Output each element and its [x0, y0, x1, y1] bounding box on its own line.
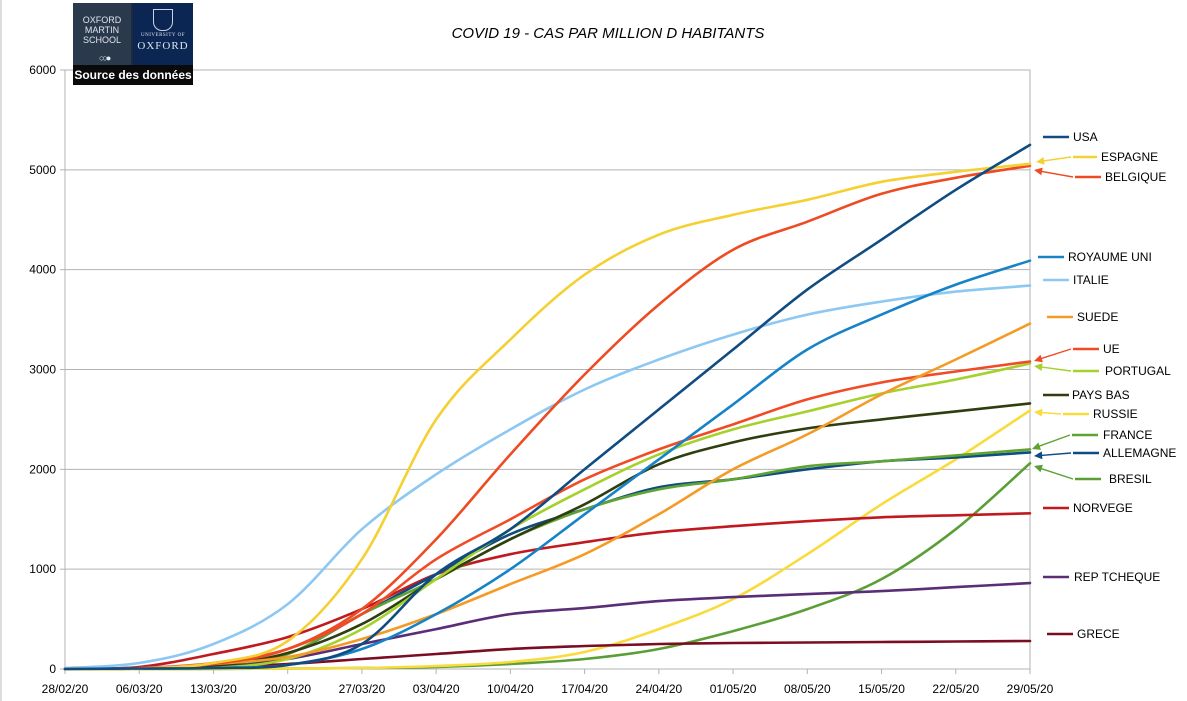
x-tick-label: 08/05/20 [784, 682, 831, 696]
series-line-espagne [63, 162, 1032, 671]
legend-label-bresil: BRESIL [1109, 472, 1152, 486]
legend-label-grece: GRECE [1077, 627, 1120, 641]
legend-arrow-line-ue [1037, 348, 1072, 361]
legend-arrow-line-belgique [1037, 170, 1074, 178]
legend-label-espagne: ESPAGNE [1101, 150, 1158, 164]
x-tick-label: 20/03/20 [264, 682, 311, 696]
legend-label-allemagne: ALLEMAGNE [1103, 446, 1176, 460]
x-tick-label: 13/03/20 [190, 682, 237, 696]
logo-univ-name: OXFORD [137, 40, 189, 52]
legend-arrow-head-russie [1034, 408, 1043, 417]
legend-label-portugal: PORTUGAL [1105, 364, 1171, 378]
x-tick-label: 06/03/20 [116, 682, 163, 696]
legend-label-france: FRANCE [1103, 428, 1152, 442]
x-tick-label: 27/03/20 [339, 682, 386, 696]
series-line-pays-bas [63, 402, 1032, 671]
legend-label-russie: RUSSIE [1093, 407, 1138, 421]
legend-arrow-line-espagne [1039, 156, 1072, 163]
legend-arrow-line-allemagne [1037, 452, 1072, 457]
logo-org-line1: OXFORD [82, 15, 122, 25]
university-of-oxford-logo: UNIVERSITY OF OXFORD [133, 3, 193, 65]
legend-arrow-head-ue [1034, 354, 1043, 363]
y-tick-label: 6000 [29, 63, 56, 77]
legend-arrow-head-espagne [1036, 157, 1045, 165]
logo-caption: Source des données [73, 65, 193, 85]
y-tick-label: 0 [49, 662, 56, 676]
x-tick-label: 01/05/20 [710, 682, 757, 696]
logo-org-line2: MARTIN [84, 25, 120, 35]
x-tick-label: 17/04/20 [561, 682, 608, 696]
oxford-martin-school-logo: OXFORD MARTIN SCHOOL ○○● [73, 3, 131, 65]
legend-label-suede: SUEDE [1077, 310, 1118, 324]
legend-arrow-head-belgique [1034, 167, 1043, 176]
chart-title: COVID 19 - CAS PAR MILLION D HABITANTS [452, 25, 765, 42]
legend-label-usa: USA [1073, 130, 1098, 144]
x-tick-label: 24/04/20 [635, 682, 682, 696]
legend-arrow-line-portugal [1037, 365, 1072, 372]
oxford-crest-icon [153, 9, 173, 31]
y-tick-label: 5000 [29, 163, 56, 177]
y-tick-label: 3000 [29, 363, 56, 377]
series-line-italie [63, 284, 1032, 670]
legend-arrow-line-bresil [1037, 466, 1074, 480]
series-line-norvege [63, 511, 1032, 671]
legend-label-norvege: NORVEGE [1073, 501, 1133, 515]
legend-label-rep-tcheque: REP TCHEQUE [1074, 570, 1160, 584]
x-tick-label: 28/02/20 [42, 682, 89, 696]
series-lines [63, 143, 1032, 671]
y-tick-label: 2000 [29, 462, 56, 476]
x-axis: 28/02/20 06/03/20 13/03/20 20/03/20 27/03/20… [42, 669, 1054, 696]
legend-label-pays-bas: PAYS BAS [1072, 388, 1130, 402]
legend-label-ue: UE [1103, 342, 1120, 356]
x-tick-label: 10/04/20 [487, 682, 534, 696]
x-tick-label: 03/04/20 [413, 682, 460, 696]
legend-label-belgique: BELGIQUE [1105, 170, 1166, 184]
logo-univ-small: UNIVERSITY OF [141, 33, 185, 38]
series-line-usa [63, 143, 1032, 671]
y-axis: 0 1000 2000 3000 4000 5000 6000 [29, 63, 65, 676]
legend-arrow-head-allemagne [1034, 451, 1043, 460]
y-tick-label: 4000 [29, 263, 56, 277]
x-tick-label: 15/05/20 [858, 682, 905, 696]
logo-org-line3: SCHOOL [82, 35, 121, 45]
legend-arrow-head-france [1032, 442, 1041, 450]
x-tick-label: 29/05/20 [1007, 682, 1054, 696]
legend-arrow-head-portugal [1034, 363, 1043, 371]
logo-dots-icon: ○○● [99, 53, 111, 63]
legend-arrow-head-bresil [1034, 464, 1043, 473]
legend-arrow-line-france [1035, 434, 1071, 448]
y-tick-label: 1000 [29, 562, 56, 576]
series-line-belgique [63, 164, 1032, 671]
legend-label-italie: ITALIE [1073, 273, 1109, 287]
x-tick-label: 22/05/20 [932, 682, 979, 696]
legend-label-royaume-uni: ROYAUME UNI [1068, 250, 1152, 264]
data-source-logo[interactable]: OXFORD MARTIN SCHOOL ○○● UNIVERSITY OF O… [73, 3, 193, 85]
